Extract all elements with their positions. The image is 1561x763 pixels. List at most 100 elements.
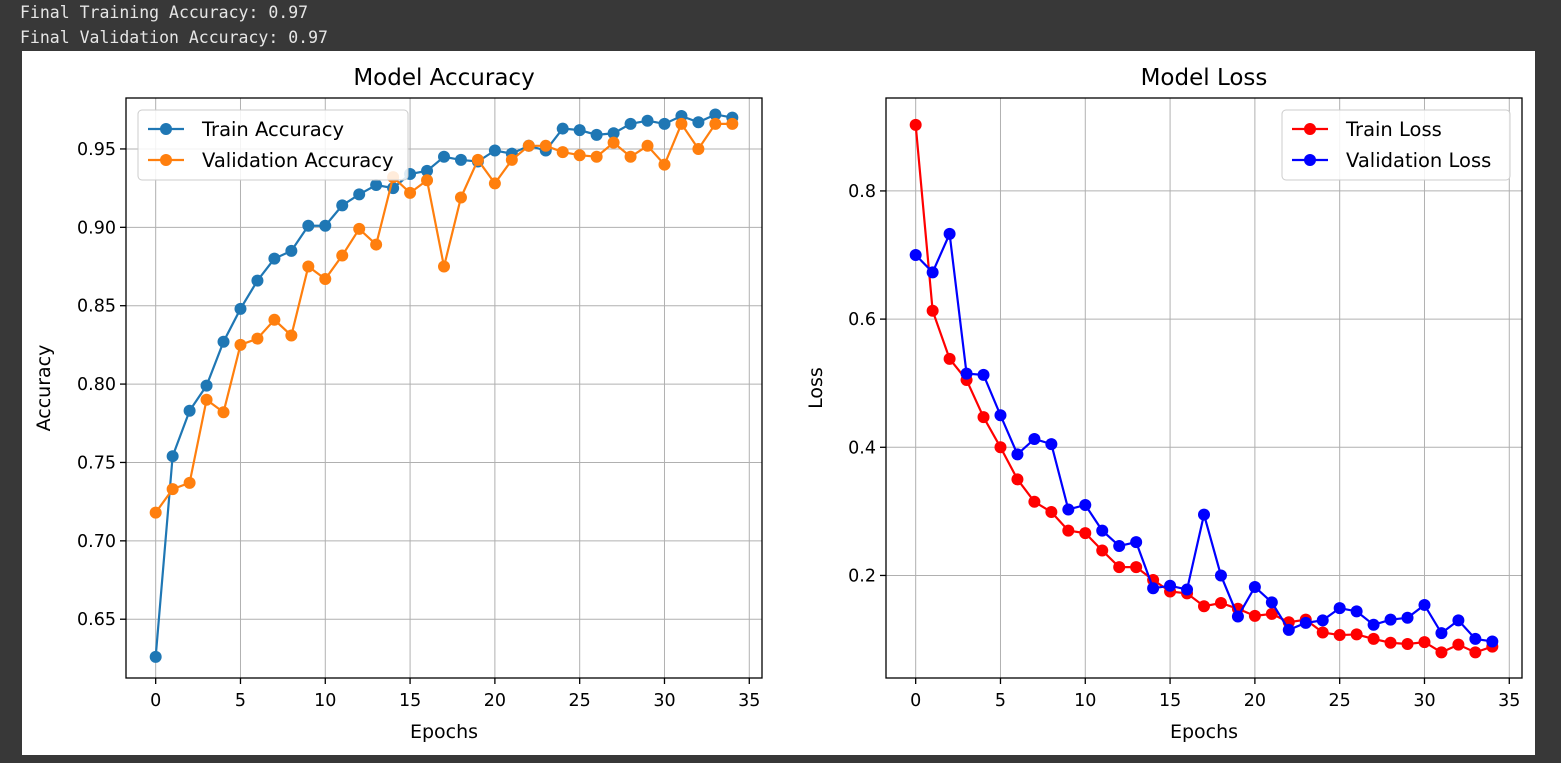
loss-x-axis-label: Epochs <box>1170 721 1238 743</box>
loss-x-tick-label: 20 <box>1244 691 1266 711</box>
validation-accuracy-point <box>404 186 417 199</box>
train-accuracy-point <box>421 164 434 177</box>
train-accuracy-legend-label: Train Accuracy <box>201 118 344 141</box>
validation-loss-point <box>1045 438 1058 451</box>
accuracy-y-tick-label: 0.75 <box>77 453 116 473</box>
accuracy-chart: 0 5 10 15 20 25 30 35 0.65 0.70 0.75 0.80 0.85 0.90 0.… <box>33 65 763 743</box>
train-loss-point <box>1045 506 1058 519</box>
validation-loss-legend-label: Validation Loss <box>1346 149 1491 172</box>
figure-canvas: 0 5 10 15 20 25 30 350.650.700.750.800.850.900.… <box>33 65 1523 743</box>
validation-accuracy-point <box>166 483 179 496</box>
train-accuracy-point <box>590 128 603 141</box>
train-loss-point <box>926 304 939 317</box>
validation-accuracy-point <box>556 146 569 159</box>
validation-accuracy-point <box>539 139 552 152</box>
validation-loss-point <box>1282 623 1295 636</box>
validation-accuracy-point <box>234 338 247 351</box>
validation-loss-point <box>1011 448 1024 461</box>
train-loss-point <box>1435 646 1448 659</box>
validation-accuracy-point <box>454 191 467 204</box>
accuracy-y-tick-label: 0.95 <box>77 140 116 160</box>
train-loss-point <box>1316 626 1329 639</box>
loss-x-tick-label: 30 <box>1413 691 1435 711</box>
loss-y-axis-label: Loss <box>805 367 827 409</box>
train-loss-point <box>1367 632 1380 645</box>
validation-accuracy-point <box>336 249 349 262</box>
validation-accuracy-point <box>658 158 671 171</box>
train-loss-point <box>1198 600 1210 613</box>
train-loss-point <box>1214 597 1227 610</box>
loss-x-tick-label: 15 <box>1159 691 1181 711</box>
train-accuracy-point <box>183 404 196 417</box>
validation-loss-point <box>960 367 973 380</box>
train-accuracy-point <box>200 379 213 392</box>
validation-accuracy-point <box>607 136 620 149</box>
train-accuracy-output: Final Training Accuracy: 0.97 <box>20 3 309 22</box>
validation-loss-point <box>909 249 922 262</box>
loss-y-tick-label: 0.2 <box>848 566 876 586</box>
validation-accuracy-point <box>471 153 484 166</box>
loss-x-tick-label: 5 <box>995 691 1006 711</box>
accuracy-legend: Train Accuracy Validation Accuracy <box>137 109 409 181</box>
train-loss-point <box>1452 638 1465 651</box>
train-accuracy-line <box>154 113 733 657</box>
train-accuracy-point <box>607 127 620 140</box>
train-loss-point <box>1011 473 1024 486</box>
train-accuracy-point <box>251 274 264 287</box>
loss-legend-box <box>1281 109 1511 181</box>
train-loss-point <box>1028 495 1041 508</box>
train-accuracy-point <box>454 153 467 166</box>
accuracy-axes-frame <box>125 97 763 679</box>
train-loss-legend-marker <box>1304 123 1316 135</box>
accuracy-x-tick-label: 25 <box>569 691 591 711</box>
validation-loss-point <box>1062 503 1075 516</box>
validation-loss-point <box>977 368 990 381</box>
validation-accuracy-point <box>217 406 230 419</box>
validation-accuracy-point <box>149 506 162 519</box>
validation-accuracy-point <box>522 139 535 152</box>
loss-y-tick-label: 0.8 <box>848 182 876 202</box>
train-accuracy-legend-marker <box>160 123 172 135</box>
validation-loss-point <box>1214 569 1227 582</box>
accuracy-legend-box <box>137 109 409 181</box>
accuracy-y-tick-label: 0.70 <box>77 532 116 552</box>
train-loss-point <box>1079 527 1092 540</box>
validation-loss-point <box>1350 605 1363 618</box>
train-accuracy-point <box>370 179 383 191</box>
loss-y-tick-label: 0.6 <box>848 310 876 330</box>
loss-legend: Train Loss Validation Loss <box>1281 109 1511 181</box>
train-accuracy-point <box>709 108 722 121</box>
validation-accuracy-point <box>200 393 213 406</box>
train-loss-point <box>1113 561 1126 574</box>
accuracy-y-tick-label: 0.90 <box>77 218 116 238</box>
validation-loss-point <box>1147 582 1160 595</box>
validation-accuracy-point <box>590 150 603 163</box>
validation-loss-point <box>1486 635 1499 648</box>
validation-accuracy-point <box>353 222 366 235</box>
train-accuracy-point <box>353 188 366 201</box>
validation-accuracy-point <box>488 177 501 190</box>
train-accuracy-point <box>573 124 586 137</box>
validation-accuracy-point <box>319 273 332 286</box>
accuracy-y-tick-label: 0.80 <box>77 375 116 395</box>
train-accuracy-point <box>217 335 230 348</box>
validation-accuracy-point <box>505 153 518 166</box>
train-accuracy-point <box>285 244 298 257</box>
accuracy-y-tick-label: 0.85 <box>77 297 116 317</box>
train-accuracy-point <box>556 122 569 135</box>
validation-accuracy-point <box>183 476 196 489</box>
validation-loss-point <box>1435 627 1448 640</box>
validation-accuracy-legend-marker <box>160 154 172 166</box>
validation-accuracy-point <box>641 139 654 152</box>
train-accuracy-point <box>658 117 671 130</box>
validation-accuracy-point <box>285 329 298 342</box>
train-loss-point <box>1350 628 1363 641</box>
accuracy-x-tick-label: 35 <box>738 691 760 711</box>
accuracy-x-tick-label: 20 <box>484 691 506 711</box>
train-loss-point <box>1062 524 1075 537</box>
validation-loss-point <box>1198 508 1210 521</box>
loss-axes-frame <box>885 97 1523 679</box>
validation-loss-point <box>1164 579 1177 592</box>
validation-accuracy-point <box>675 117 688 130</box>
validation-loss-point <box>1316 614 1329 627</box>
